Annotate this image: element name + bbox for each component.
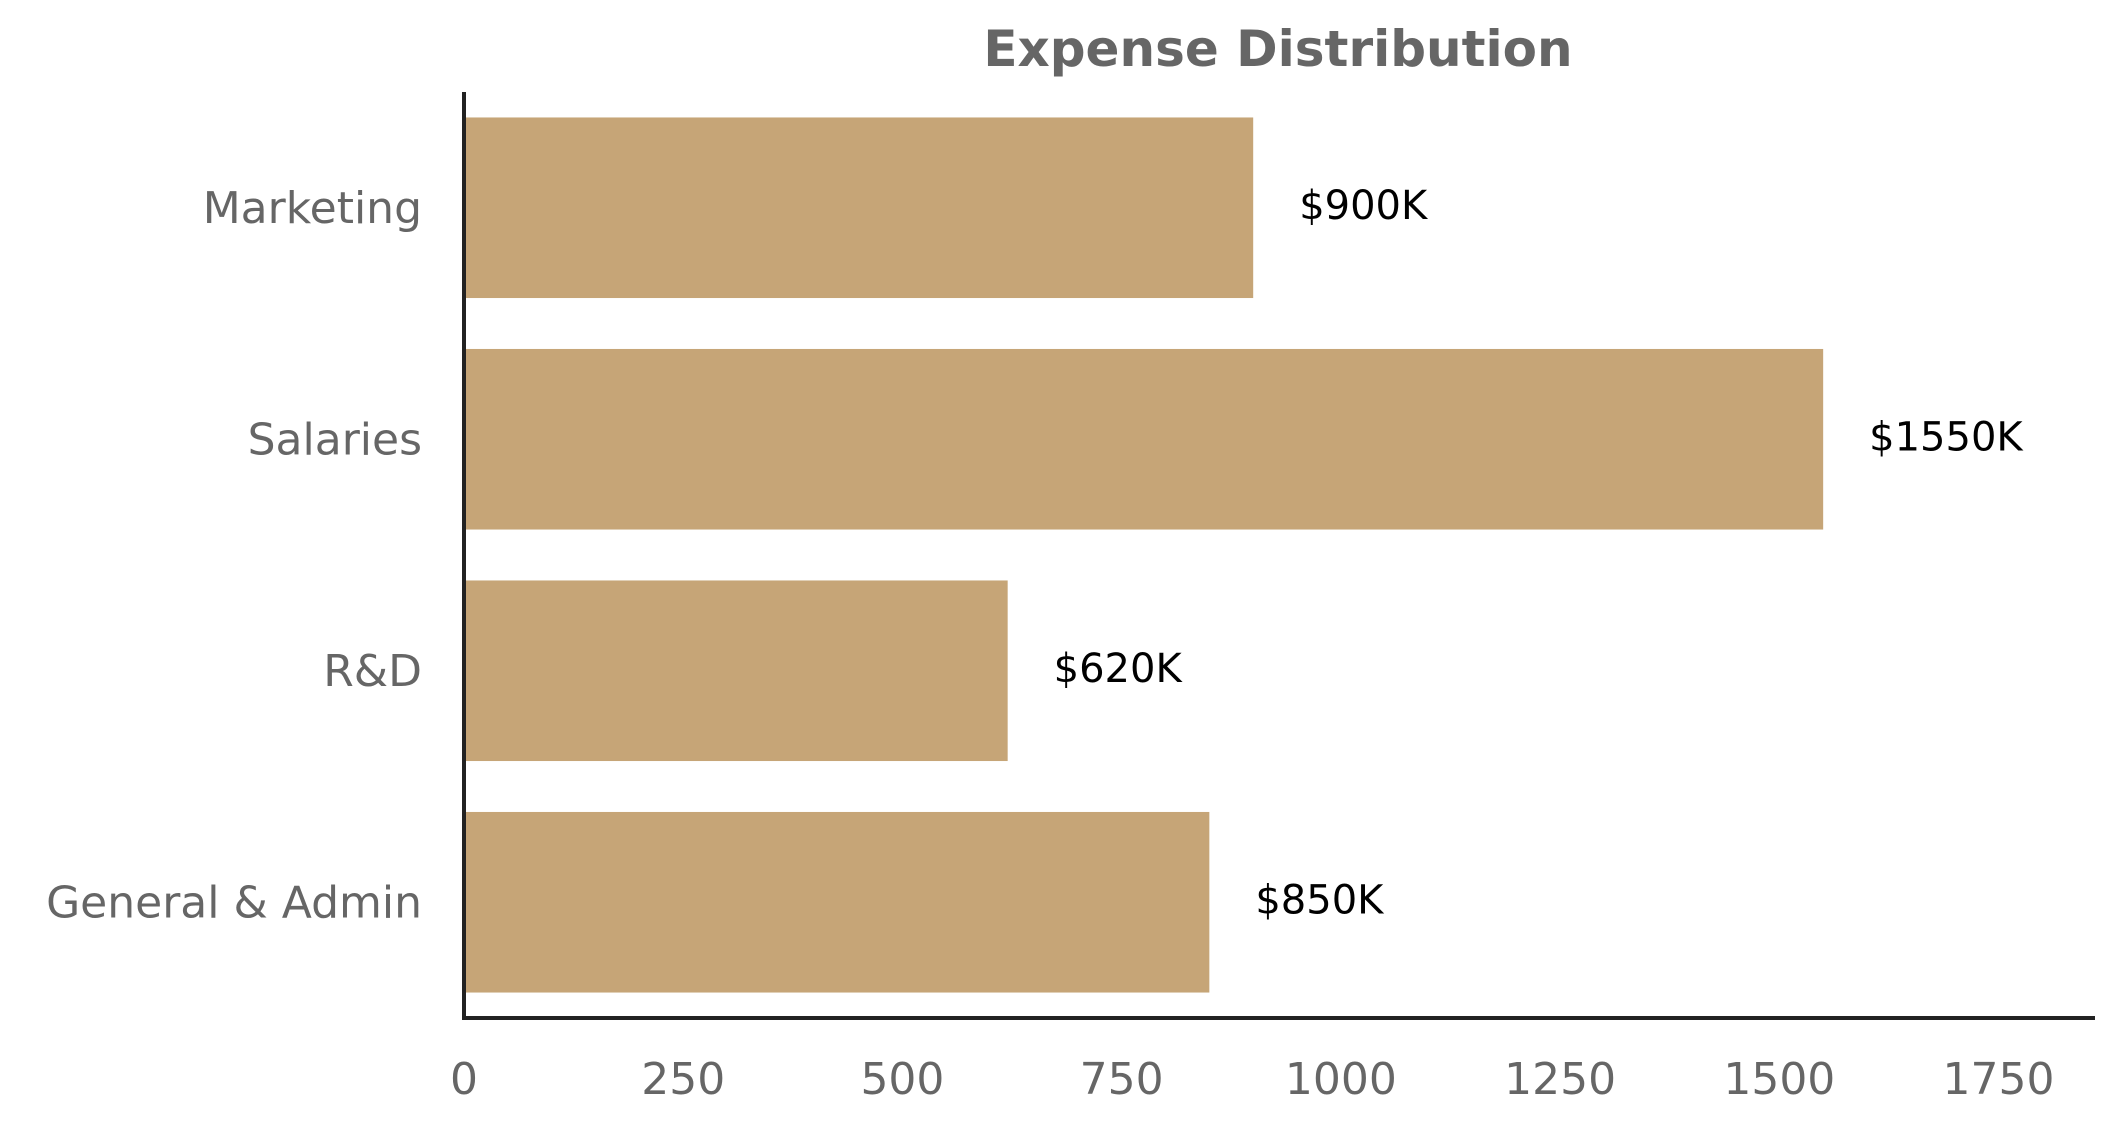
category-label-3: General & Admin — [46, 877, 422, 928]
bars-layer — [464, 117, 1824, 993]
x-tick-label-4: 1000 — [1285, 1054, 1397, 1105]
data-label-1: $1550K — [1869, 414, 2024, 460]
x-tick-label-6: 1500 — [1723, 1054, 1835, 1105]
x-axis: 0 250 500 750 1000 1250 1500 1750 — [450, 1016, 2095, 1105]
data-label-0: $900K — [1299, 183, 1429, 229]
data-label-2: $620K — [1054, 646, 1184, 692]
data-label-3: $850K — [1255, 877, 1385, 923]
x-tick-label-7: 1750 — [1943, 1054, 2055, 1105]
x-tick-label-0: 0 — [450, 1054, 478, 1105]
bar-1 — [464, 348, 1824, 530]
category-label-1: Salaries — [248, 414, 422, 465]
x-tick-label-5: 1250 — [1504, 1054, 1616, 1105]
category-label-2: R&D — [323, 646, 422, 697]
y-axis: Marketing Salaries R&D General & Admin — [46, 92, 466, 1018]
x-tick-label-1: 250 — [641, 1054, 725, 1105]
chart-title: Expense Distribution — [983, 20, 1572, 78]
category-label-0: Marketing — [203, 183, 422, 234]
bar-0 — [464, 117, 1254, 299]
bar-2 — [464, 580, 1008, 762]
bar-3 — [464, 811, 1210, 993]
x-tick-label-3: 750 — [1080, 1054, 1164, 1105]
x-tick-label-2: 500 — [860, 1054, 944, 1105]
data-labels-layer: $900K $1550K $620K $850K — [1054, 183, 2025, 924]
